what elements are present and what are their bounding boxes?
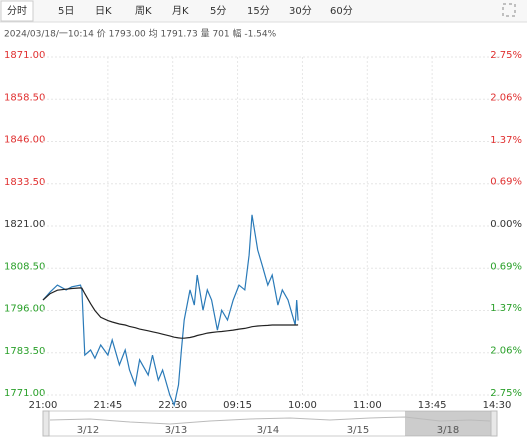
y-tick-label: 1833.50 — [4, 177, 45, 188]
tab[interactable]: 周K — [135, 5, 152, 17]
tab[interactable]: 5日 — [58, 6, 74, 17]
tab[interactable]: 月K — [172, 5, 189, 17]
y2-tick-label: 0.00% — [490, 219, 522, 230]
tab[interactable]: 60分 — [330, 5, 353, 17]
y2-tick-label: 2.75% — [490, 50, 522, 61]
y-tick-label: 1858.50 — [4, 92, 45, 103]
y-tick-label: 1783.50 — [4, 346, 45, 357]
tab-bar — [0, 0, 527, 22]
y2-tick-label: 2.06% — [490, 346, 522, 357]
navigator-label: 3/14 — [257, 425, 279, 436]
y-tick-label: 1808.50 — [4, 261, 45, 272]
x-tick-label: 11:00 — [353, 400, 382, 411]
info-line: 2024/03/18/一10:14 价 1793.00 均 1791.73 量 … — [4, 28, 277, 40]
navigator-label: 3/18 — [437, 425, 459, 436]
y2-tick-label: 2.75% — [490, 388, 522, 399]
y-tick-label: 1796.00 — [4, 304, 45, 315]
tab-selected — [0, 0, 34, 22]
x-tick-label: 13:45 — [418, 400, 447, 411]
tab[interactable]: 分时 — [7, 5, 27, 17]
y2-tick-label: 2.06% — [490, 92, 522, 103]
x-tick-label: 09:15 — [223, 400, 252, 411]
tab[interactable]: 30分 — [289, 5, 312, 17]
x-tick-label: 14:30 — [483, 400, 512, 411]
x-tick-label: 21:45 — [93, 400, 122, 411]
tab[interactable]: 5分 — [210, 5, 226, 17]
navigator-label: 3/12 — [77, 425, 99, 436]
series-line — [42, 214, 299, 408]
tab[interactable]: 日K — [95, 6, 112, 17]
y-tick-label: 1821.00 — [4, 219, 45, 230]
tabs: 分时 5日 日K 周K 月K 5分 15分 30分 60分 — [0, 0, 353, 22]
y2-tick-label: 1.37% — [490, 135, 522, 146]
y-tick-label: 1771.00 — [4, 388, 45, 399]
y2-tick-label: 1.37% — [490, 303, 522, 314]
tab[interactable]: 15分 — [247, 5, 270, 17]
y2-tick-label: 0.69% — [490, 177, 522, 188]
x-tick-label: 22:30 — [158, 400, 187, 411]
navigator-label: 3/13 — [165, 425, 187, 436]
navigator[interactable]: 3/12 3/13 3/14 3/15 3/18 — [42, 410, 498, 437]
x-tick-label: 10:00 — [288, 400, 317, 411]
series-line — [42, 287, 299, 339]
y2-tick-label: 0.69% — [490, 261, 522, 272]
expand-icon[interactable] — [502, 3, 516, 17]
y-tick-label: 1846.00 — [4, 135, 45, 146]
y-tick-label: 1871.00 — [4, 50, 45, 61]
navigator-label: 3/15 — [347, 425, 369, 436]
x-tick-label: 21:00 — [29, 400, 58, 411]
